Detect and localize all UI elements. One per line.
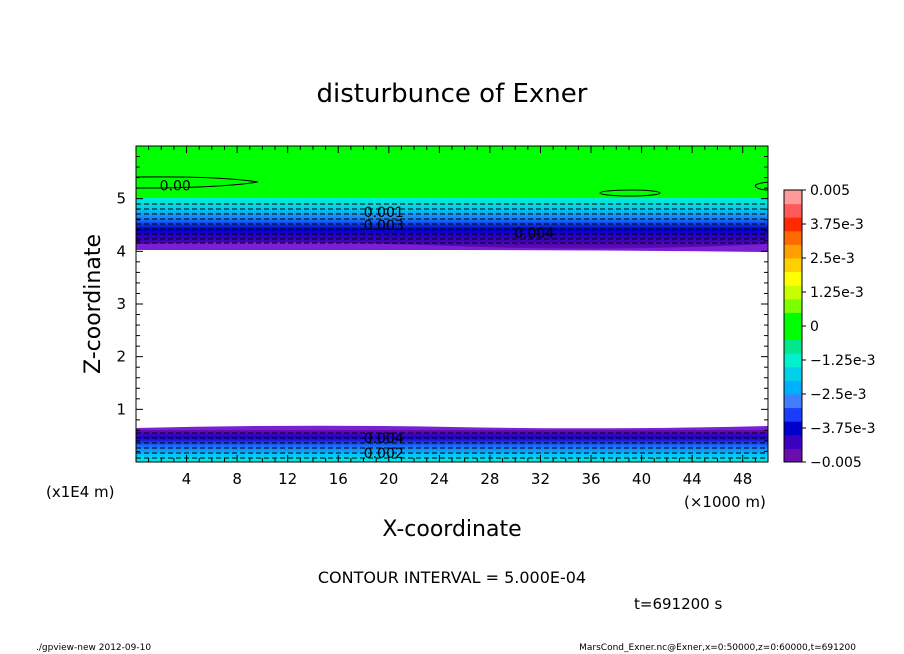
contour-label: 0.00 [160,179,191,195]
footer-right: MarsCond_Exner.nc@Exner,x=0:50000,z=0:60… [579,643,856,653]
zero-contours [135,176,769,197]
contour-interval: CONTOUR INTERVAL = 5.000E-04 [318,568,586,587]
colorbar-swatch [784,190,802,205]
colorbar-swatch [784,339,802,354]
colorbar-swatch [784,271,802,286]
contour-label: 0.001 [364,205,404,221]
x-tick-label: 16 [329,470,348,488]
upper-band-bottom-edge [136,242,768,252]
chart-title: disturbunce of Exner [317,79,588,109]
colorbar-label: 2.5e-3 [810,251,855,267]
colorbar-label: 3.75e-3 [810,217,864,233]
upper-contour-lines [136,203,768,244]
contour-label: 0.004 [514,226,554,242]
colorbar-swatch [784,366,802,381]
x-tick-label: 36 [581,470,600,488]
colorbar-swatch [784,434,802,449]
y-tick-label: 2 [116,348,126,366]
colorbar-swatch [784,353,802,368]
colorbar-swatch [784,217,802,232]
lower-gradient-band [136,430,768,462]
colorbar-swatch [784,394,802,409]
y-unit-label: (x1E4 m) [46,483,115,501]
y-axis-label: Z-coordinate [81,234,106,374]
colorbar-swatch [784,258,802,273]
contour-label: 0.002 [364,446,404,462]
y-tick-label: 1 [116,400,126,418]
y-axis: 1 2 3 4 5 [116,156,768,452]
colorbar-label: −0.005 [810,455,862,471]
colorbar-label: −1.25e-3 [810,353,875,369]
upper-zero-region [136,146,768,198]
colorbar-swatch [784,244,802,259]
x-tick-label: 44 [683,470,702,488]
colorbar-swatch [784,298,802,313]
x-tick-label: 28 [480,470,499,488]
x-tick-label: 20 [379,470,398,488]
x-tick-label: 12 [278,470,297,488]
x-tick-label: 48 [733,470,752,488]
colorbar-swatch [784,230,802,245]
x-axis-label: X-coordinate [382,517,521,542]
colorbar-label: 0.005 [810,183,850,199]
colorbar-swatch [784,285,802,300]
x-tick-label: 4 [182,470,192,488]
colorbar-label: −2.5e-3 [810,387,867,403]
colorbar-swatch [784,203,802,218]
colorbar-label: 0 [810,319,819,335]
colorbar: 0.005 3.75e-3 2.5e-3 1.25e-3 0 −1.25e-3 −2.5e-… [783,183,875,471]
colorbar-swatch [784,421,802,436]
colorbar-label: −3.75e-3 [810,421,875,437]
colorbar-swatch [784,380,802,395]
x-tick-label: 24 [430,470,449,488]
lower-contour-lines [136,432,768,459]
colorbar-label: 1.25e-3 [810,285,864,301]
x-tick-label: 40 [632,470,651,488]
time-label: t=691200 s [634,595,722,613]
x-tick-label: 8 [232,470,242,488]
contour-label: 0.003 [364,218,404,234]
y-tick-label: 3 [116,295,126,313]
colorbar-swatch [784,407,802,422]
colorbar-swatch [784,448,802,463]
footer-left: ./gpview-new 2012-09-10 [36,643,151,653]
x-axis: 4 8 12 16 20 24 28 32 36 40 44 48 [148,146,756,488]
y-tick-label: 5 [116,190,126,208]
x-unit-label: (×1000 m) [684,493,766,511]
x-tick-label: 32 [531,470,550,488]
colorbar-swatch [784,326,802,341]
contour-label: 0.004 [364,431,404,447]
colorbar-swatch [784,312,802,327]
y-tick-label: 4 [116,242,126,260]
